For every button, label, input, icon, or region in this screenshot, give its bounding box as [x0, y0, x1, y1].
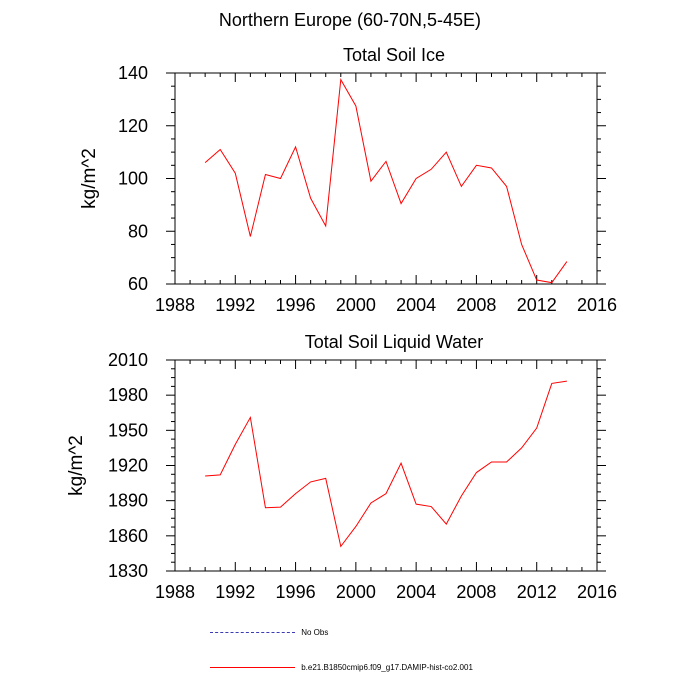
y-tick-label: 120: [118, 116, 148, 136]
x-tick-label: 1988: [155, 295, 195, 315]
y-tick-label: 2010: [108, 350, 148, 370]
series-line-1: [204, 77, 568, 284]
panel-2: 1988 1992 1996 2000 2004 2008 2012 2016 1830 1860…: [66, 332, 617, 602]
y-tick-label: 1890: [108, 491, 148, 511]
x-tick-label: 1992: [215, 582, 255, 602]
x-tick-label: 2000: [336, 295, 376, 315]
y-axis-label: kg/m^2: [66, 435, 87, 496]
legend-swatch-no-obs: [210, 632, 295, 634]
y-tick-label: 140: [118, 63, 148, 83]
x-tick-label: 2000: [336, 582, 376, 602]
x-tick-label: 2008: [456, 295, 496, 315]
y-tick-label: 1860: [108, 526, 148, 546]
legend-label-model-run: b.e21.B1850cmip6.f09_g17.DAMIP-hist-co2.…: [301, 663, 473, 672]
plot-frame: [174, 359, 598, 572]
x-tick-label: 2012: [517, 295, 557, 315]
panel-title: Total Soil Liquid Water: [305, 332, 483, 352]
series-line-1: [205, 380, 567, 548]
y-tick-label: 60: [128, 274, 148, 294]
x-tick-label: 1996: [276, 295, 316, 315]
x-tick-label: 2016: [577, 295, 617, 315]
x-tick-label: 1996: [276, 582, 316, 602]
x-tick-label: 1992: [215, 295, 255, 315]
y-tick-label: 100: [118, 169, 148, 189]
x-tick-label: 2004: [396, 295, 436, 315]
x-tick-label: 1988: [155, 582, 195, 602]
x-tick-label: 2008: [456, 582, 496, 602]
y-tick-label: 1950: [108, 420, 148, 440]
panel-1: 1988 1992 1996 2000 2004 2008 2012 2016 60 80 100 1…: [79, 45, 617, 315]
x-tick-label: 2016: [577, 582, 617, 602]
legend: No Obs b.e21.B1850cmip6.f09_g17.DAMIP-hi…: [210, 628, 473, 672]
figure-suptitle: Northern Europe (60-70N,5-45E): [218, 10, 482, 30]
y-tick-label: 80: [128, 221, 148, 241]
y-axis-label: kg/m^2: [79, 148, 100, 209]
y-tick-label: 1980: [108, 385, 148, 405]
plot-frame: [174, 72, 598, 285]
legend-label-no-obs: No Obs: [301, 628, 329, 637]
legend-swatch-model-run: [210, 667, 295, 669]
x-tick-label: 2012: [517, 582, 557, 602]
y-tick-label: 1830: [108, 561, 148, 581]
legend-item-no-obs: No Obs: [210, 628, 473, 637]
y-tick-label: 1920: [108, 456, 148, 476]
x-tick-label: 2004: [396, 582, 436, 602]
legend-item-model-run: b.e21.B1850cmip6.f09_g17.DAMIP-hist-co2.…: [210, 663, 473, 672]
panel-title: Total Soil Ice: [343, 45, 445, 65]
